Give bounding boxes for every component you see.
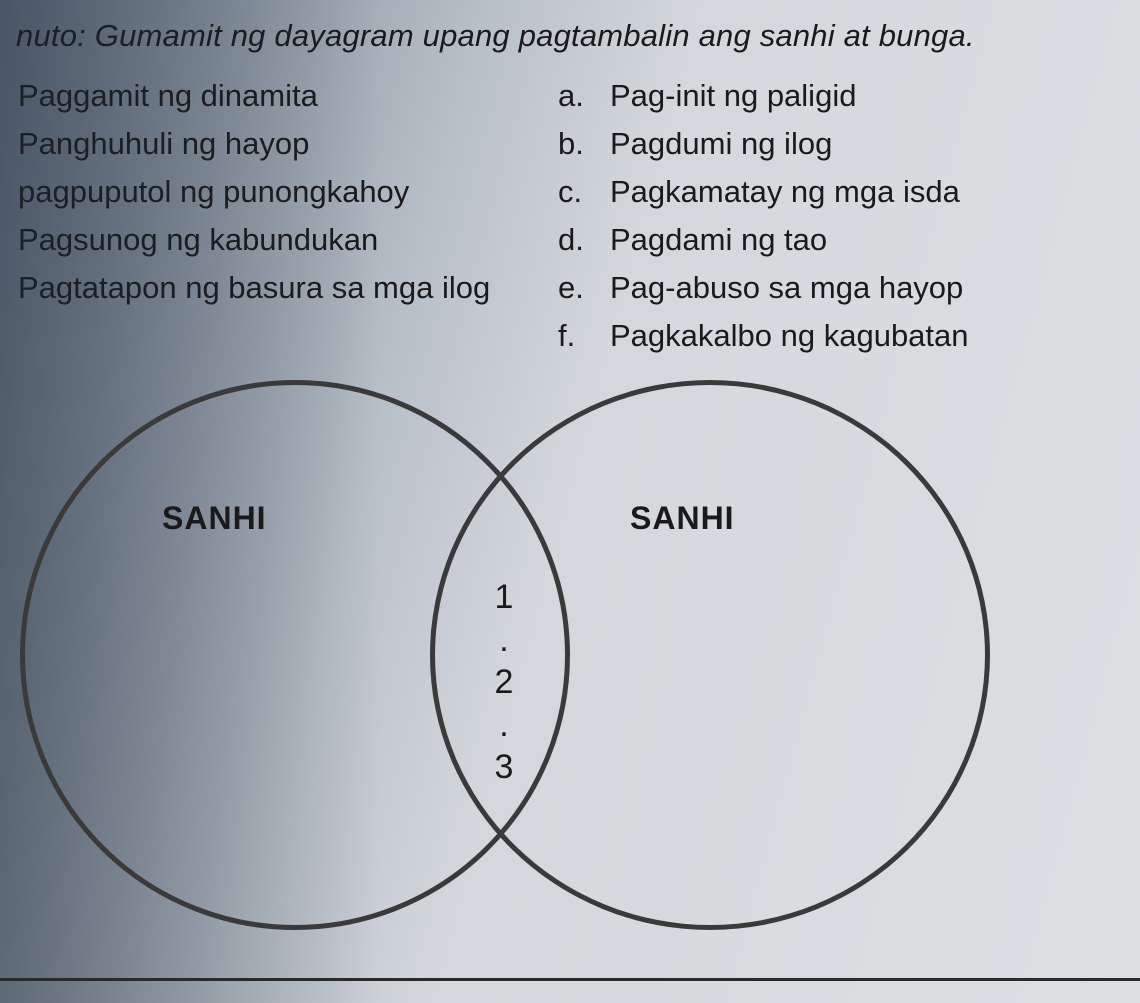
item-text: Pagkamatay ng mga isda — [610, 168, 960, 216]
list-item: Pagtatapon ng basura sa mga ilog — [18, 264, 558, 312]
item-letter: b. — [558, 120, 610, 168]
venn-separator-dot: . — [484, 625, 524, 656]
venn-separator-dot: . — [484, 710, 524, 741]
item-letter: f. — [558, 312, 610, 360]
list-item: e. Pag-abuso sa mga hayop — [558, 264, 1120, 312]
venn-number: 1 — [484, 570, 524, 624]
bunga-source-list: a. Pag-init ng paligid b. Pagdumi ng ilo… — [558, 72, 1120, 360]
item-letter: d. — [558, 216, 610, 264]
list-item: Panghuhuli ng hayop — [18, 120, 558, 168]
item-letter: c. — [558, 168, 610, 216]
item-text: Pag-init ng paligid — [610, 72, 856, 120]
item-letter: a. — [558, 72, 610, 120]
sanhi-source-list: Paggamit ng dinamita Panghuhuli ng hayop… — [18, 72, 558, 360]
item-text: Pag-abuso sa mga hayop — [610, 264, 963, 312]
item-text: Pagdami ng tao — [610, 216, 827, 264]
venn-number: 3 — [484, 740, 524, 794]
instruction-text: nuto: Gumamit ng dayagram upang pagtamba… — [16, 18, 1120, 54]
venn-intersection-numbers: 1 . 2 . 3 — [484, 570, 524, 794]
list-item: f. Pagkakalbo ng kagubatan — [558, 312, 1120, 360]
venn-label-right: SANHI — [630, 500, 735, 537]
list-item: Pagsunog ng kabundukan — [18, 216, 558, 264]
venn-number: 2 — [484, 655, 524, 709]
list-item: c. Pagkamatay ng mga isda — [558, 168, 1120, 216]
list-item: d. Pagdami ng tao — [558, 216, 1120, 264]
venn-diagram: SANHI SANHI 1 . 2 . 3 — [10, 370, 1110, 970]
list-item: b. Pagdumi ng ilog — [558, 120, 1120, 168]
item-text: Pagdumi ng ilog — [610, 120, 832, 168]
venn-label-left: SANHI — [162, 500, 267, 537]
lists-container: Paggamit ng dinamita Panghuhuli ng hayop… — [18, 72, 1120, 360]
list-item: Paggamit ng dinamita — [18, 72, 558, 120]
item-letter: e. — [558, 264, 610, 312]
item-text: Pagkakalbo ng kagubatan — [610, 312, 969, 360]
list-item: a. Pag-init ng paligid — [558, 72, 1120, 120]
page-baseline-rule — [0, 978, 1140, 981]
list-item: pagpuputol ng punongkahoy — [18, 168, 558, 216]
